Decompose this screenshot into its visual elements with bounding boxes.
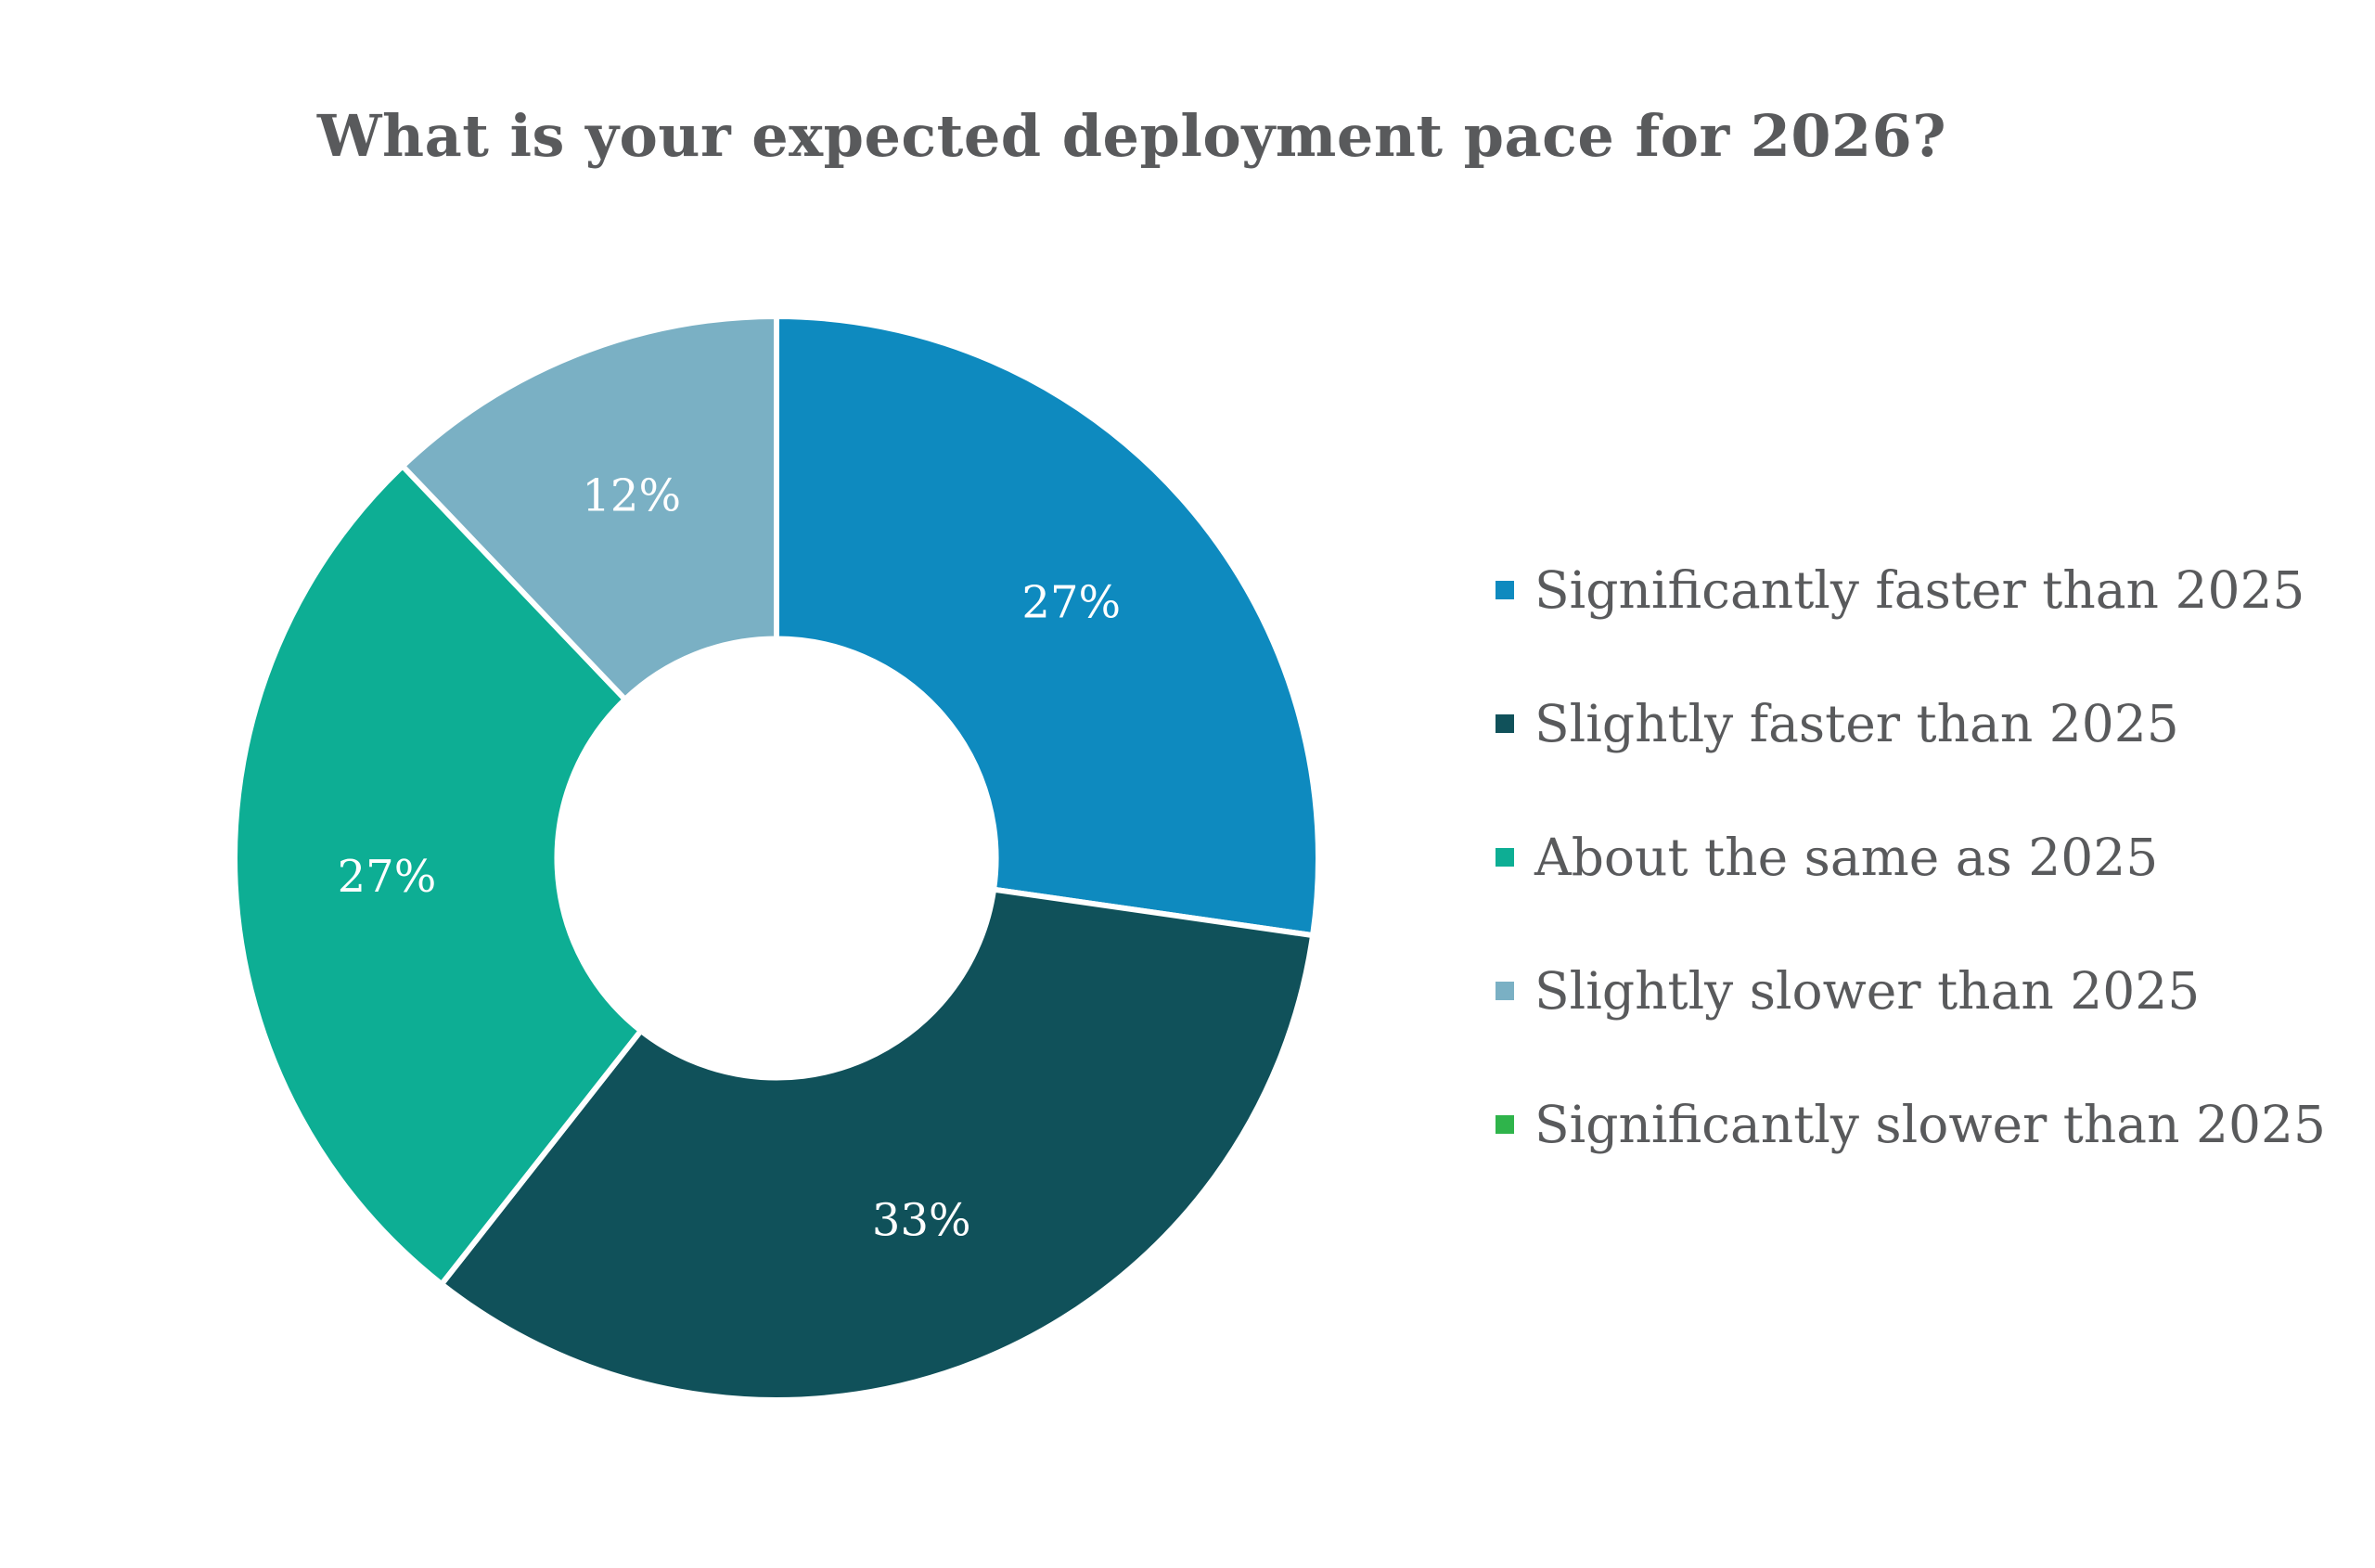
legend-swatch [1496,848,1514,867]
legend-item-label: Significantly faster than 2025 [1534,560,2305,620]
slice-percentage-label-3: 12% [582,470,681,522]
legend-item-slightly-slower: Slightly slower than 2025 [1496,953,2326,1029]
legend-swatch [1496,982,1514,1000]
legend: Significantly faster than 2025 Slightly … [1496,552,2326,1163]
donut-slice-2 [232,463,644,1288]
legend-item-label: Slightly faster than 2025 [1534,694,2179,753]
slice-percentage-label-0: 27% [1021,577,1121,629]
legend-swatch [1496,581,1514,599]
slice-percentage-label-1: 33% [872,1194,971,1246]
legend-item-slightly-faster: Slightly faster than 2025 [1496,686,2326,762]
slice-percentage-label-2: 27% [338,851,437,903]
legend-item-label: Slightly slower than 2025 [1534,961,2201,1021]
legend-item-label: Significantly slower than 2025 [1534,1095,2326,1154]
legend-item-about-same: About the same as 2025 [1496,819,2326,895]
legend-item-significantly-slower: Significantly slower than 2025 [1496,1086,2326,1163]
donut-slice-0 [774,314,1321,939]
legend-swatch [1496,1115,1514,1134]
donut-slice-1 [438,886,1316,1403]
legend-swatch [1496,714,1514,733]
chart-title: What is your expected deployment pace fo… [316,102,1947,170]
legend-item-label: About the same as 2025 [1534,828,2159,887]
legend-item-significantly-faster: Significantly faster than 2025 [1496,552,2326,628]
donut-slice-3 [399,314,779,702]
